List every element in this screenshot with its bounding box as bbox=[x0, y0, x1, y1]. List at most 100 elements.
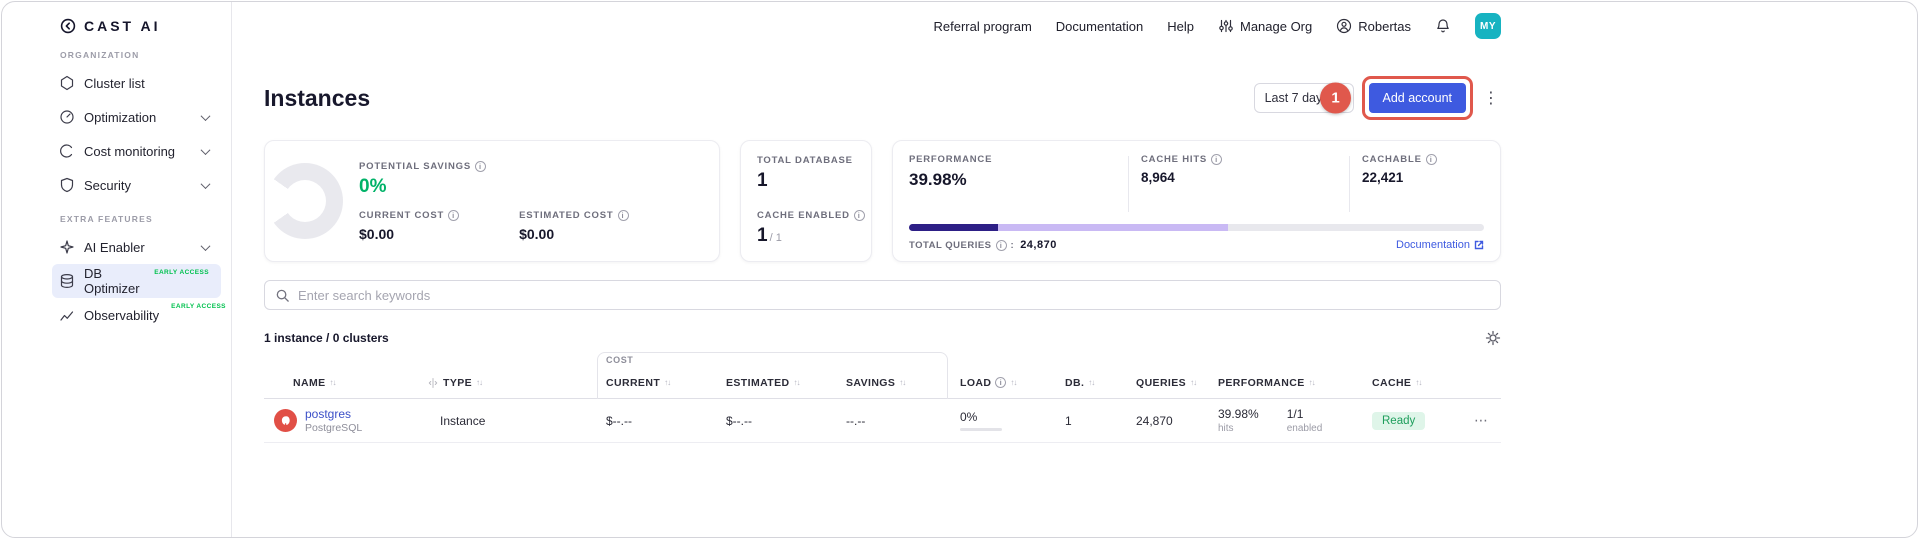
table-header: COST NAME ↑↓ TYPE ↑↓ CURRENT ↑↓ bbox=[264, 352, 1501, 399]
sidebar-item-optimization[interactable]: Optimization bbox=[52, 100, 221, 134]
top-navigation: Referral program Documentation Help Mana… bbox=[232, 2, 1501, 50]
sidebar-item-label: Cost monitoring bbox=[84, 143, 176, 159]
total-database-value: 1 bbox=[757, 170, 768, 191]
column-header-cache[interactable]: CACHE ↑↓ bbox=[1372, 376, 1422, 389]
column-header-name[interactable]: NAME ↑↓ bbox=[293, 376, 337, 389]
gear-icon[interactable] bbox=[1485, 330, 1501, 346]
instance-engine: PostgreSQL bbox=[305, 422, 363, 434]
info-icon[interactable]: i bbox=[995, 239, 1007, 251]
sidebar-item-security[interactable]: Security bbox=[52, 168, 221, 202]
chevron-down-icon bbox=[200, 240, 211, 251]
sidebar-section-extra-features: EXTRA FEATURES bbox=[60, 214, 153, 224]
performance-card: PERFORMANCE 39.98% CACHE HITS i 8,964 bbox=[892, 140, 1501, 262]
cachable-label: CACHABLE bbox=[1362, 154, 1422, 165]
progress-cache-hits-segment bbox=[909, 224, 999, 231]
info-icon[interactable]: i bbox=[1211, 154, 1223, 165]
total-queries-label: TOTAL QUERIES bbox=[909, 239, 992, 251]
early-access-badge: EARLY ACCESS bbox=[171, 303, 226, 310]
instance-count: 1 instance / 0 clusters bbox=[264, 331, 389, 345]
cell-estimated-cost: $--.-- bbox=[726, 413, 752, 428]
notifications-bell-icon[interactable] bbox=[1435, 18, 1451, 34]
info-icon[interactable]: i bbox=[995, 377, 1007, 388]
annotation-highlight-box: Add account bbox=[1361, 76, 1473, 120]
cell-db-count: 1 bbox=[1065, 413, 1072, 428]
sidebar-section-organization: ORGANIZATION bbox=[60, 50, 140, 60]
column-header-estimated[interactable]: ESTIMATED ↑↓ bbox=[726, 376, 801, 389]
sidebar-item-cost-monitoring[interactable]: Cost monitoring bbox=[52, 134, 221, 168]
current-cost-value: $0.00 bbox=[359, 225, 395, 242]
sidebar-item-label: Cluster list bbox=[84, 75, 145, 91]
status-badge: Ready bbox=[1372, 411, 1426, 430]
database-card: TOTAL DATABASE 1 CACHE ENABLED i 1/ 1 bbox=[740, 140, 872, 262]
manage-org-label: Manage Org bbox=[1239, 18, 1313, 34]
nav-help[interactable]: Help bbox=[1167, 18, 1194, 34]
sparkle-icon bbox=[59, 239, 75, 255]
column-header-savings[interactable]: SAVINGS ↑↓ bbox=[846, 376, 906, 389]
cache-hits-label: CACHE HITS bbox=[1141, 154, 1208, 165]
estimated-cost-value: $0.00 bbox=[519, 225, 555, 242]
instance-name-link[interactable]: postgres bbox=[305, 407, 352, 421]
column-resize-icon[interactable] bbox=[427, 377, 439, 389]
cache-enabled-ratio: 1/1 bbox=[1286, 407, 1304, 421]
savings-donut-chart bbox=[267, 163, 343, 239]
cluster-icon bbox=[59, 75, 75, 91]
info-icon[interactable]: i bbox=[617, 209, 629, 221]
sidebar-item-ai-enabler[interactable]: AI Enabler bbox=[52, 230, 221, 264]
sidebar-item-observability[interactable]: Observability EARLY ACCESS bbox=[52, 298, 226, 332]
chevron-down-icon bbox=[200, 144, 211, 155]
info-icon[interactable]: i bbox=[853, 210, 865, 221]
estimated-cost-label: ESTIMATED COST bbox=[519, 209, 614, 221]
column-header-db[interactable]: DB. ↑↓ bbox=[1065, 376, 1095, 389]
avatar[interactable]: MY bbox=[1475, 13, 1501, 39]
total-queries-value: 24,870 bbox=[1020, 239, 1057, 251]
cachable-value: 22,421 bbox=[1362, 170, 1404, 185]
nav-referral-program[interactable]: Referral program bbox=[933, 18, 1032, 34]
kebab-menu-icon[interactable]: ⋮ bbox=[1483, 90, 1499, 107]
search-icon bbox=[276, 289, 289, 302]
sort-icon: ↑↓ bbox=[476, 378, 483, 387]
cell-performance: 39.98% hits 1/1 enabled bbox=[1206, 407, 1360, 434]
sort-icon: ↑↓ bbox=[793, 378, 801, 387]
cache-enabled-label: CACHE ENABLED bbox=[757, 210, 850, 221]
page-controls: Last 7 days Add account ⋮ 1 bbox=[1253, 76, 1501, 120]
sidebar-item-cluster-list[interactable]: Cluster list bbox=[52, 66, 221, 100]
divider bbox=[1349, 156, 1350, 212]
nav-user-menu[interactable]: Robertas bbox=[1336, 18, 1411, 34]
cell-cache-status: Ready bbox=[1360, 411, 1460, 430]
column-header-load[interactable]: LOAD i ↑↓ bbox=[960, 376, 1017, 389]
info-icon[interactable]: i bbox=[474, 160, 486, 172]
info-icon[interactable]: i bbox=[1425, 154, 1437, 165]
nav-documentation[interactable]: Documentation bbox=[1055, 18, 1144, 34]
sort-icon: ↑↓ bbox=[664, 378, 671, 387]
column-header-queries[interactable]: QUERIES ↑↓ bbox=[1136, 376, 1197, 389]
database-icon bbox=[59, 273, 75, 289]
cache-enabled-sub: enabled bbox=[1286, 423, 1323, 434]
castai-logo[interactable]: CAST AI bbox=[2, 18, 231, 34]
chevron-down-icon bbox=[200, 178, 211, 189]
documentation-link[interactable]: Documentation bbox=[1396, 239, 1484, 251]
column-header-type[interactable]: TYPE ↑↓ bbox=[422, 377, 597, 389]
row-actions-icon[interactable]: ⋯ bbox=[1474, 412, 1490, 428]
sort-icon: ↑↓ bbox=[1010, 378, 1017, 387]
castai-logo-icon bbox=[60, 18, 76, 34]
info-icon[interactable]: i bbox=[448, 209, 460, 221]
cost-monitoring-icon bbox=[59, 143, 75, 159]
cell-current-cost: $--.-- bbox=[606, 413, 632, 428]
chevron-down-icon bbox=[200, 110, 211, 121]
sidebar-item-db-optimizer[interactable]: DB Optimizer EARLY ACCESS bbox=[52, 264, 221, 298]
add-account-button[interactable]: Add account bbox=[1368, 83, 1466, 113]
date-range-value: Last 7 days bbox=[1264, 91, 1329, 105]
external-link-icon bbox=[1474, 240, 1484, 250]
divider bbox=[1128, 156, 1129, 212]
sort-icon: ↑↓ bbox=[1088, 378, 1095, 387]
performance-value: 39.98% bbox=[909, 170, 967, 189]
column-header-current[interactable]: CURRENT ↑↓ bbox=[606, 376, 671, 389]
potential-savings-label: POTENTIAL SAVINGS bbox=[359, 160, 471, 172]
nav-manage-org[interactable]: Manage Org bbox=[1218, 18, 1312, 34]
line-chart-icon bbox=[59, 307, 75, 323]
brand-name: CAST AI bbox=[84, 18, 161, 34]
column-header-performance[interactable]: PERFORMANCE ↑↓ bbox=[1218, 376, 1316, 389]
search-input[interactable] bbox=[298, 287, 1490, 303]
optimization-icon bbox=[59, 109, 75, 125]
